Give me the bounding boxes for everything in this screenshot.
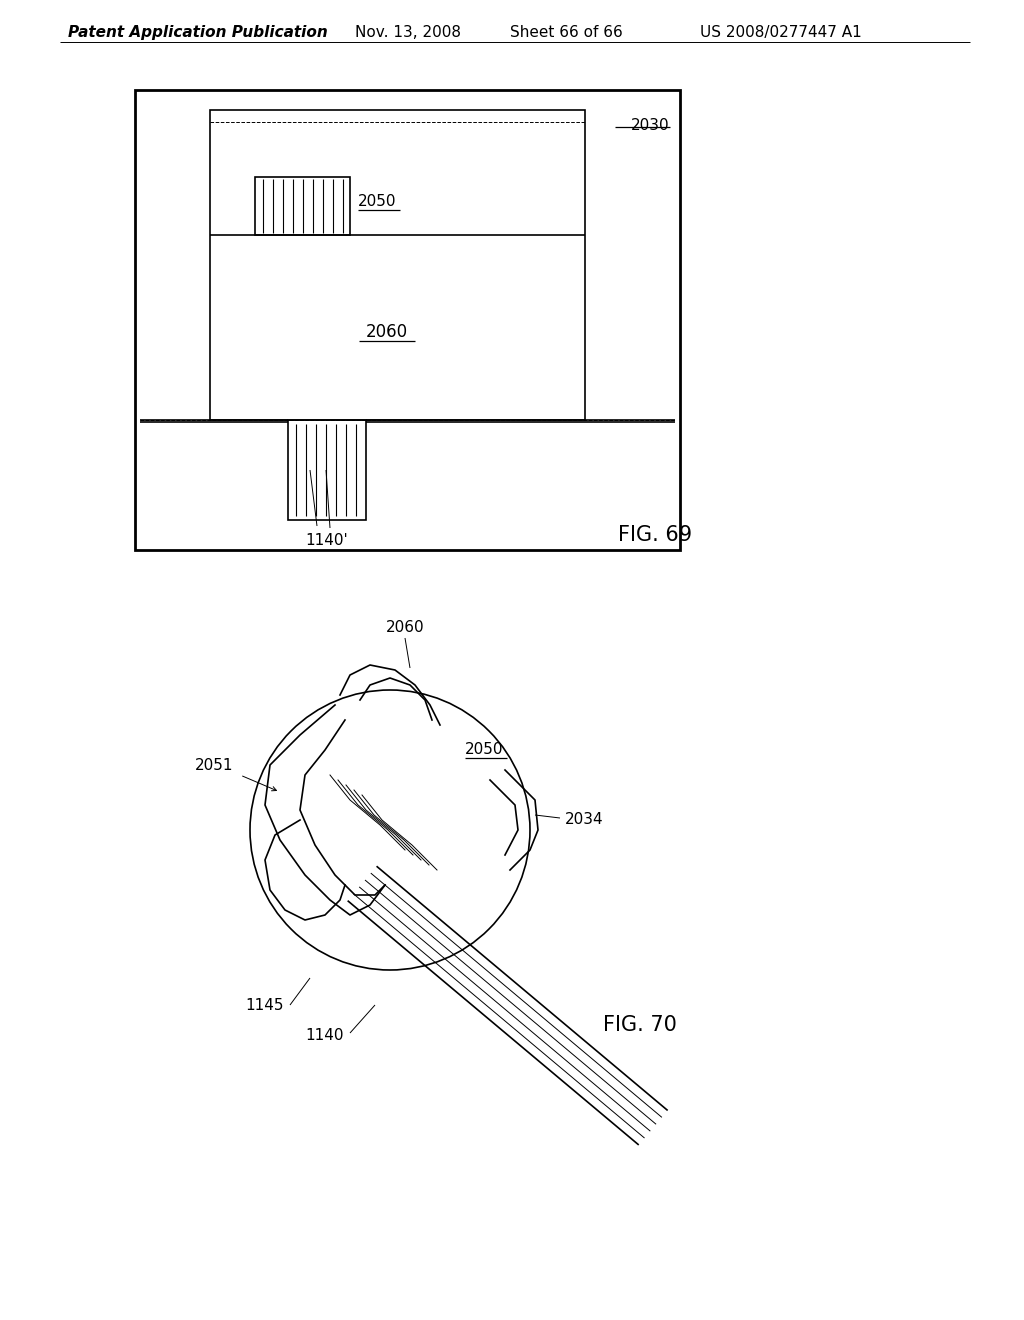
Text: Patent Application Publication: Patent Application Publication (68, 25, 328, 40)
Bar (255, 177, 350, 235)
Text: 2050: 2050 (465, 742, 504, 758)
Text: 2050: 2050 (358, 194, 396, 210)
Text: 1145: 1145 (245, 998, 284, 1012)
Text: 1140: 1140 (305, 1027, 343, 1043)
Text: US 2008/0277447 A1: US 2008/0277447 A1 (700, 25, 862, 40)
Bar (210, 110, 585, 420)
Text: 2030: 2030 (632, 117, 670, 133)
Bar (135, 90, 680, 550)
Text: 2060: 2060 (366, 323, 408, 341)
Text: 1140': 1140' (305, 533, 348, 548)
Text: FIG. 69: FIG. 69 (617, 525, 692, 545)
Text: FIG. 70: FIG. 70 (603, 1015, 677, 1035)
Text: Sheet 66 of 66: Sheet 66 of 66 (510, 25, 623, 40)
Text: 2060: 2060 (386, 620, 424, 635)
Text: 2034: 2034 (565, 813, 603, 828)
Text: 2051: 2051 (195, 758, 233, 772)
Text: Nov. 13, 2008: Nov. 13, 2008 (355, 25, 461, 40)
Bar (288, 420, 366, 520)
